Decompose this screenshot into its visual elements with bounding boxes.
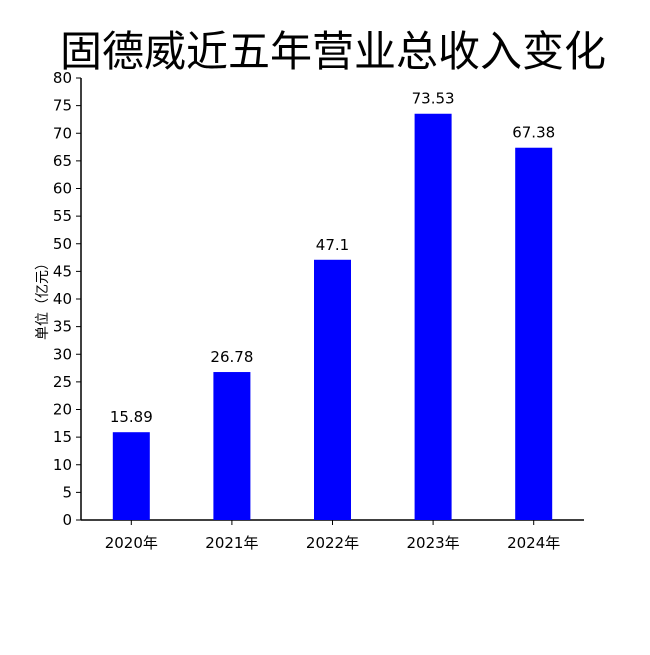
- data-label: 73.53: [412, 90, 455, 108]
- y-axis: 0 5 10 15 20 25 30 35 40 45 50 55 60 65 70 75 80: [53, 69, 82, 529]
- data-label: 15.89: [110, 408, 153, 426]
- chart-title: 固德威近五年营业总收入变化: [60, 27, 606, 76]
- y-tick-label: 75: [53, 97, 72, 115]
- y-tick-label: 60: [53, 180, 72, 198]
- bar: [414, 113, 452, 520]
- y-tick-label: 50: [53, 235, 72, 253]
- data-label: 26.78: [210, 348, 253, 366]
- y-tick-label: 45: [53, 262, 72, 280]
- x-axis: 2020年 2021年 2022年 2023年 2024年: [81, 519, 584, 552]
- y-tick-label: 40: [53, 290, 72, 308]
- data-labels-group: 15.89 26.78 47.1 73.53 67.38: [110, 90, 555, 426]
- y-tick-label: 20: [53, 401, 72, 419]
- y-tick-label: 5: [62, 483, 72, 501]
- bar: [213, 372, 251, 520]
- y-tick-label: 25: [53, 373, 72, 391]
- y-axis-label: 单位（亿元）: [35, 256, 51, 340]
- x-tick-label: 2021年: [205, 534, 258, 552]
- bars-group: [112, 113, 553, 520]
- bar: [314, 259, 351, 520]
- y-tick-label: 10: [53, 456, 72, 474]
- bar: [515, 147, 553, 520]
- y-tick-label: 65: [53, 152, 72, 170]
- x-tick-label: 2023年: [407, 534, 460, 552]
- y-tick-label: 35: [53, 318, 72, 336]
- bar: [112, 432, 150, 520]
- data-label: 47.1: [316, 236, 349, 254]
- x-tick-label: 2020年: [105, 534, 158, 552]
- y-tick-label: 70: [53, 124, 72, 142]
- data-label: 67.38: [512, 124, 555, 142]
- y-tick-label: 0: [62, 511, 72, 529]
- y-tick-label: 30: [53, 345, 72, 363]
- x-tick-label: 2024年: [507, 534, 560, 552]
- y-tick-label: 55: [53, 207, 72, 225]
- y-tick-label: 80: [53, 69, 72, 87]
- x-tick-label: 2022年: [306, 534, 359, 552]
- y-tick-label: 15: [53, 428, 72, 446]
